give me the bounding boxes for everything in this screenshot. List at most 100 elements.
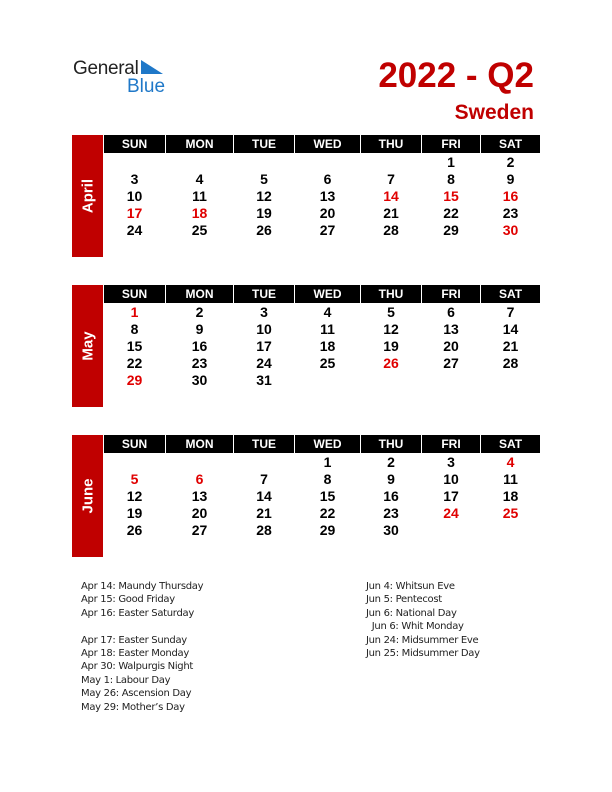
day-cell: 20 [443, 338, 459, 354]
holiday-item: May 29: Mother’s Day [81, 701, 185, 713]
day-cell: 4 [506, 454, 515, 470]
holiday-item: Apr 14: Maundy Thursday [81, 581, 204, 592]
weekday-fri: FRI [422, 285, 480, 303]
day-cell: 26 [256, 222, 272, 238]
day-cell: 16 [383, 488, 399, 504]
day-cell: 22 [443, 205, 459, 221]
month-april: April SUN MON TUE WED THU FRI SAT 1 2 3 4 5 6 7 8 9 10 11 1… [72, 135, 540, 257]
week-row: 1 2 3 4 [104, 454, 541, 471]
day-cell: 2 [387, 454, 395, 470]
week-row: 17 18 19 20 21 22 23 [104, 205, 541, 222]
day-cell: 17 [443, 488, 459, 504]
country-name: Sweden [454, 101, 534, 124]
day-cell: 21 [256, 505, 272, 521]
day-cell: 6 [323, 171, 332, 187]
day-cell: 28 [383, 222, 399, 238]
day-cell: 14 [383, 188, 399, 204]
day-cell: 10 [126, 188, 143, 204]
month-name: May [79, 331, 96, 361]
day-cell: 26 [126, 522, 143, 538]
weekday-sat: SAT [481, 435, 540, 453]
holiday-item [81, 620, 203, 633]
day-cell: 27 [443, 355, 459, 371]
day-cell: 30 [383, 522, 399, 538]
weekday-tue: TUE [234, 285, 294, 303]
week-row: 5 6 7 8 9 10 11 [104, 471, 541, 488]
day-cell: 24 [256, 355, 272, 371]
day-cell: 19 [383, 338, 399, 354]
week-row: 29 30 31 [104, 372, 541, 389]
day-cell: 2 [506, 154, 515, 170]
month-label-bar: June [72, 435, 103, 557]
day-cell: 16 [191, 338, 208, 354]
day-cell: 8 [447, 171, 455, 187]
day-cell: 13 [319, 188, 336, 204]
holiday-item: Jun 24: Midsummer Eve [366, 634, 479, 646]
week-row: 24 25 26 27 28 29 30 [104, 222, 541, 239]
holiday-item: Apr 17: Easter Sunday [81, 634, 187, 646]
day-cell: 8 [323, 471, 332, 487]
holiday-item: May 26: Ascension Day [81, 688, 192, 700]
day-cell: 17 [256, 338, 272, 354]
day-cell: 9 [506, 171, 515, 187]
week-row: 19 20 21 22 23 24 25 [104, 505, 541, 522]
day-cell: 22 [319, 505, 336, 521]
week-row: 3 4 5 6 7 8 9 [104, 171, 541, 188]
day-cell: 28 [502, 355, 519, 371]
day-cell: 12 [383, 321, 399, 337]
day-cell: 3 [260, 304, 268, 320]
day-cell: 29 [319, 522, 336, 538]
month-june: June SUN MON TUE WED THU FRI SAT 1 2 3 4 5 6 7 8 9 10 11 12… [72, 435, 540, 557]
logo-blue: Blue [127, 76, 166, 97]
holiday-item: Jun 25: Midsummer Day [366, 647, 480, 659]
week-row: 26 27 28 29 30 [104, 522, 541, 539]
month-name: April [79, 178, 96, 214]
day-cell: 7 [260, 471, 268, 487]
day-cell: 4 [195, 171, 204, 187]
day-cell: 12 [126, 488, 143, 504]
weekday-fri: FRI [422, 435, 480, 453]
weekday-sat: SAT [481, 135, 540, 153]
day-cell: 1 [447, 154, 455, 170]
month-label-bar: April [72, 135, 103, 257]
holiday-item: Apr 16: Easter Saturday [81, 607, 194, 619]
day-cell: 1 [323, 454, 332, 470]
weekday-tue: TUE [234, 135, 294, 153]
day-cell: 31 [256, 372, 272, 388]
weekday-sun: SUN [104, 285, 165, 303]
day-cell: 4 [323, 304, 332, 320]
holiday-item: Jun 6: Whit Monday [366, 621, 464, 633]
day-cell: 3 [447, 454, 455, 470]
holiday-item: May 1: Labour Day [81, 674, 171, 686]
day-cell: 13 [443, 321, 459, 337]
day-cell: 19 [256, 205, 272, 221]
day-cell: 1 [130, 304, 139, 320]
day-cell: 21 [383, 205, 399, 221]
holiday-item: Jun 5: Pentecost [366, 594, 442, 606]
day-cell: 16 [502, 188, 519, 204]
day-cell: 18 [191, 205, 208, 221]
holiday-item: Jun 4: Whitsun Eve [366, 581, 455, 592]
weekday-wed: WED [295, 285, 360, 303]
day-cell: 26 [383, 355, 399, 371]
day-cell [481, 522, 540, 539]
day-cell [166, 154, 233, 171]
week-row: 12 13 14 15 16 17 18 [104, 488, 541, 505]
weekday-thu: THU [361, 435, 421, 453]
day-cell: 13 [191, 488, 208, 504]
day-cell: 8 [130, 321, 139, 337]
day-cell [295, 154, 360, 171]
day-cell: 29 [443, 222, 459, 238]
page-title: 2022 - Q2 [378, 56, 534, 95]
day-cell: 27 [319, 222, 336, 238]
day-cell [234, 154, 294, 171]
day-cell: 23 [191, 355, 208, 371]
day-cell: 9 [195, 321, 204, 337]
day-cell: 3 [130, 171, 139, 187]
day-cell: 15 [319, 488, 336, 504]
weekday-header: SUN MON TUE WED THU FRI SAT [104, 285, 541, 303]
weekday-header: SUN MON TUE WED THU FRI SAT [104, 435, 541, 453]
day-cell: 25 [319, 355, 336, 371]
day-cell: 22 [126, 355, 143, 371]
